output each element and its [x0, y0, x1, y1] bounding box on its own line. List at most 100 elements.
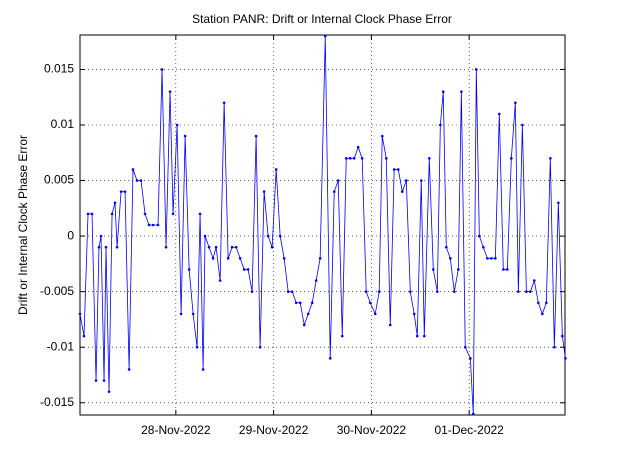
- data-point: [373, 312, 377, 316]
- data-point: [471, 412, 475, 416]
- data-point: [97, 245, 101, 249]
- data-point: [545, 301, 548, 305]
- data-point: [441, 90, 445, 93]
- data-point: [328, 357, 332, 360]
- data-point: [127, 368, 131, 371]
- data-point: [396, 168, 400, 171]
- data-point: [306, 312, 310, 316]
- data-point: [439, 123, 442, 127]
- chart-title: Station PANR: Drift or Internal Clock Ph…: [192, 12, 452, 26]
- data-point: [201, 368, 205, 371]
- data-point: [323, 34, 327, 38]
- y-tick-label: -0.01: [47, 339, 75, 353]
- data-point: [151, 223, 155, 227]
- data-point: [529, 290, 532, 293]
- data-point: [198, 212, 202, 216]
- data-point: [86, 212, 90, 216]
- data-point: [94, 379, 98, 382]
- data-point: [254, 134, 258, 138]
- data-point: [356, 145, 360, 149]
- data-point: [131, 168, 135, 171]
- data-point: [336, 179, 340, 182]
- data-point: [250, 290, 254, 293]
- data-point: [104, 245, 108, 249]
- data-point: [521, 123, 524, 127]
- x-tick-label: 29-Nov-2022: [239, 423, 309, 437]
- data-point: [262, 190, 266, 193]
- data-point: [175, 123, 179, 127]
- y-tick-label: 0: [67, 228, 74, 242]
- data-point: [486, 257, 489, 260]
- data-point: [564, 357, 567, 360]
- data-point: [469, 357, 472, 360]
- y-tick-label: 0.015: [44, 62, 74, 76]
- data-point: [553, 345, 556, 349]
- data-point: [377, 290, 381, 293]
- data-point: [457, 268, 460, 271]
- data-point: [258, 345, 262, 349]
- data-point: [549, 157, 552, 160]
- data-point: [298, 301, 302, 305]
- data-point: [532, 279, 536, 282]
- data-point: [294, 301, 298, 305]
- data-point: [506, 268, 509, 271]
- data-point: [278, 234, 282, 238]
- data-point: [501, 268, 505, 271]
- data-point: [431, 268, 435, 271]
- data-point: [113, 201, 117, 205]
- data-point: [246, 268, 250, 271]
- y-tick-label: -0.005: [40, 284, 74, 298]
- x-tick-label: 01-Dec-2022: [434, 423, 504, 437]
- data-point: [422, 334, 426, 338]
- data-point: [143, 212, 147, 216]
- data-point: [156, 223, 160, 227]
- data-point: [274, 168, 278, 171]
- data-point: [557, 201, 560, 205]
- data-point: [286, 290, 290, 293]
- data-point: [415, 334, 419, 338]
- data-point: [561, 334, 564, 338]
- data-point: [302, 323, 306, 327]
- data-point: [115, 245, 119, 249]
- data-point: [238, 257, 242, 260]
- data-point: [110, 212, 114, 216]
- data-point: [168, 90, 172, 93]
- data-point: [147, 223, 151, 227]
- data-point: [171, 212, 175, 216]
- data-point: [497, 112, 501, 116]
- data-point: [478, 234, 481, 238]
- data-point: [449, 257, 452, 260]
- data-point: [119, 190, 123, 193]
- data-point: [218, 279, 222, 282]
- data-point: [510, 157, 513, 160]
- data-point: [226, 257, 230, 260]
- data-point: [99, 234, 103, 238]
- data-point: [191, 312, 195, 316]
- data-point: [266, 234, 270, 238]
- y-tick-label: -0.015: [40, 395, 74, 409]
- data-point: [525, 290, 528, 293]
- data-point: [139, 179, 143, 182]
- data-point: [494, 257, 497, 260]
- data-point: [183, 134, 187, 138]
- data-point: [207, 245, 211, 249]
- data-point: [388, 323, 392, 327]
- plot-frame: [79, 34, 566, 416]
- data-point: [107, 390, 111, 393]
- data-point: [203, 234, 207, 238]
- data-point: [90, 212, 94, 216]
- y-tick-label: 0.01: [51, 117, 75, 131]
- y-tick-label: 0.005: [44, 173, 74, 187]
- data-point: [537, 301, 540, 305]
- data-point: [160, 68, 164, 71]
- data-point: [453, 290, 456, 293]
- data-point: [242, 268, 246, 271]
- data-point: [400, 190, 404, 193]
- data-point: [214, 245, 218, 249]
- data-point: [475, 68, 478, 71]
- data-point: [310, 301, 314, 305]
- data-point: [444, 245, 448, 249]
